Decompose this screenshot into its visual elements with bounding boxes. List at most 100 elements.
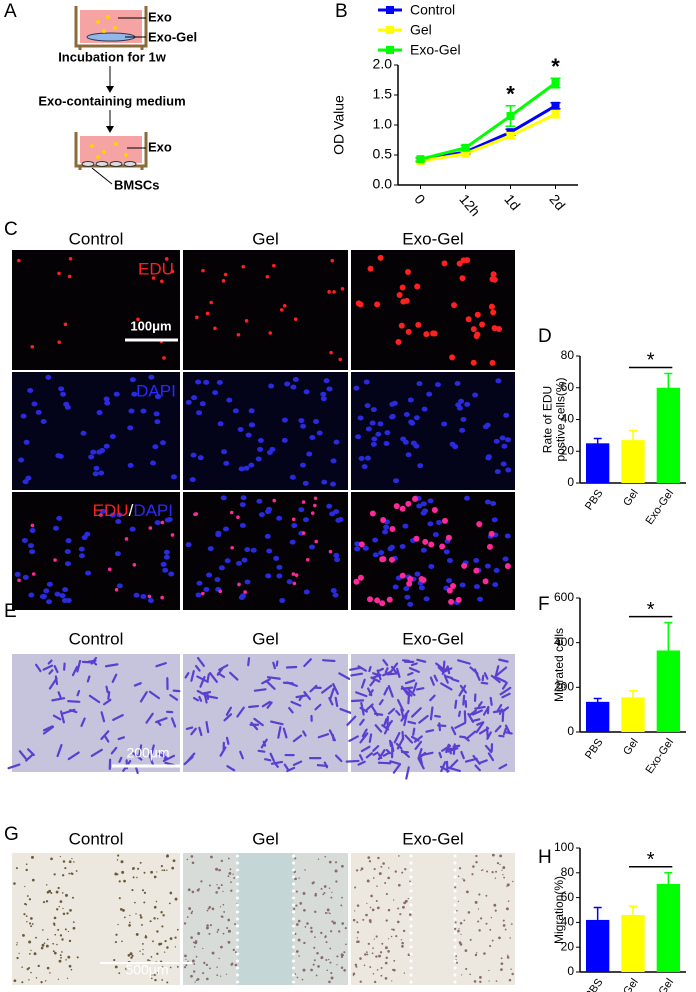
nucleus — [302, 517, 309, 523]
nucleus — [40, 419, 47, 425]
speck — [25, 868, 28, 872]
speck — [121, 940, 123, 943]
nucleus — [129, 377, 136, 383]
nucleus — [78, 553, 85, 559]
cell — [155, 662, 167, 668]
nucleus — [370, 407, 377, 413]
speck — [58, 959, 62, 963]
speck — [24, 902, 27, 906]
speck — [216, 931, 219, 933]
nucleus — [335, 517, 342, 523]
speck — [344, 927, 347, 930]
edu-cell — [170, 533, 175, 537]
nucleus — [501, 443, 508, 449]
cell — [156, 720, 162, 726]
nucleus — [23, 439, 30, 445]
speck — [310, 930, 313, 933]
cell — [349, 666, 362, 671]
edu-cell — [282, 303, 287, 308]
edu-cell — [422, 538, 429, 545]
nucleus — [369, 420, 376, 426]
x-tick-label: 12h — [456, 191, 483, 219]
cell — [100, 711, 106, 723]
nucleus — [154, 520, 161, 526]
cell — [438, 751, 443, 759]
nucleus — [416, 503, 423, 509]
speck — [144, 935, 148, 939]
edu-cell — [229, 510, 234, 515]
speck — [71, 872, 74, 876]
well-medium — [80, 136, 142, 163]
nucleus — [140, 408, 147, 414]
cell — [382, 670, 392, 677]
speck — [510, 923, 513, 925]
speck — [144, 934, 147, 937]
speck — [474, 953, 478, 957]
speck — [324, 855, 327, 858]
nucleus — [494, 469, 501, 475]
edu-cell — [148, 526, 153, 530]
cell — [103, 734, 110, 743]
edu-cell — [313, 496, 318, 501]
speck — [503, 876, 506, 879]
edu-cell — [441, 517, 448, 524]
speck — [512, 880, 514, 883]
edu-cell — [221, 279, 226, 283]
speck — [53, 873, 56, 876]
edu-cell — [107, 567, 112, 572]
speck — [359, 980, 362, 983]
speck — [493, 903, 497, 907]
nucleus — [168, 571, 175, 577]
edu-cell — [496, 326, 503, 333]
speck — [310, 926, 313, 930]
speck — [298, 877, 300, 879]
nucleus — [220, 495, 227, 501]
nucleus — [399, 544, 406, 550]
speck — [121, 870, 125, 874]
speck — [164, 939, 167, 943]
nucleus — [502, 556, 509, 562]
edu-cell — [237, 582, 241, 587]
cell — [468, 709, 477, 717]
edu-cell — [329, 350, 333, 355]
cell — [443, 674, 449, 684]
speck — [117, 854, 120, 857]
nucleus — [370, 441, 377, 447]
speck — [368, 860, 372, 863]
speck — [13, 882, 16, 885]
speck — [323, 891, 326, 894]
cell — [393, 731, 401, 744]
x-tick-label: Exo-Gel — [644, 737, 677, 776]
edu-cell — [398, 322, 405, 329]
cell — [378, 699, 384, 706]
cell — [201, 690, 212, 695]
nucleus — [185, 542, 192, 548]
edu-cell — [293, 317, 298, 321]
edu-cell — [268, 331, 273, 335]
nucleus — [333, 439, 340, 445]
cell — [194, 664, 201, 672]
nucleus — [223, 526, 230, 532]
edu-cell — [451, 302, 458, 309]
speck — [506, 883, 510, 887]
bar — [656, 387, 680, 483]
panel-letter: A — [4, 1, 17, 22]
speck — [384, 881, 387, 884]
nucleus — [300, 423, 307, 429]
speck — [398, 855, 400, 857]
speck — [400, 939, 403, 941]
cell — [386, 672, 400, 676]
speck — [366, 953, 369, 956]
nucleus — [303, 389, 310, 395]
speck — [202, 947, 204, 950]
speck — [317, 965, 320, 968]
speck — [234, 923, 236, 926]
nucleus — [269, 446, 276, 452]
edu-cell — [431, 507, 438, 514]
speck — [332, 921, 336, 925]
micrograph — [12, 250, 180, 370]
edu-cell — [379, 556, 386, 563]
cell — [496, 666, 508, 677]
speck — [376, 906, 380, 910]
cell — [67, 700, 81, 703]
